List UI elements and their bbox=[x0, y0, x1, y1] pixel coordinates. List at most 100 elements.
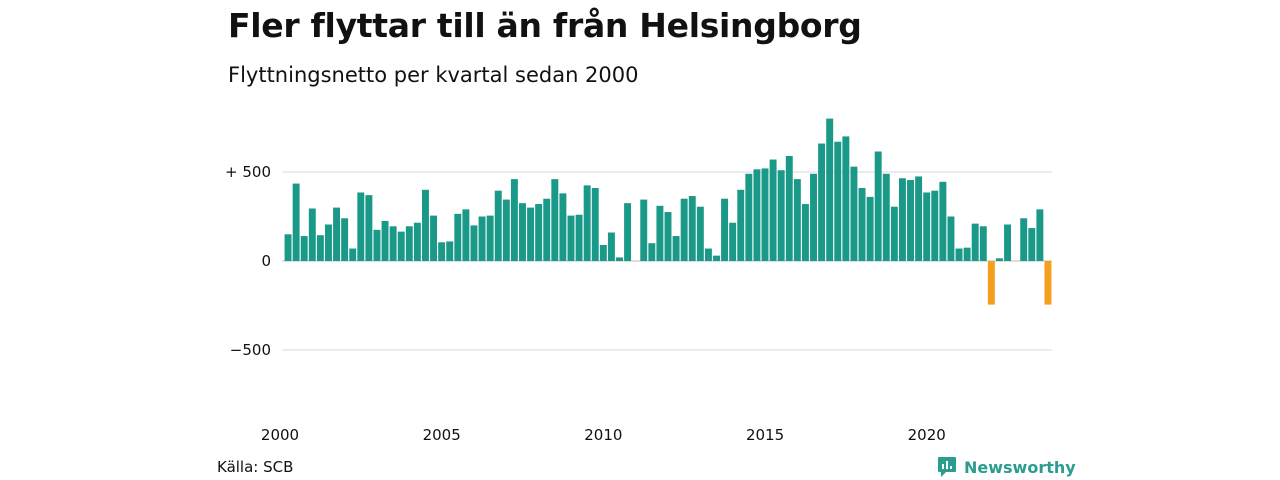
bar bbox=[397, 231, 405, 261]
bar bbox=[438, 242, 446, 261]
bar bbox=[745, 173, 753, 261]
bar bbox=[995, 258, 1003, 261]
bar bbox=[842, 136, 850, 261]
x-tick-label: 2005 bbox=[423, 426, 461, 444]
chart-title: Fler flyttar till än från Helsingborg bbox=[228, 6, 862, 45]
bar bbox=[818, 143, 826, 261]
bar bbox=[502, 199, 510, 261]
y-tick-label: 0 bbox=[261, 252, 271, 270]
bar bbox=[308, 208, 316, 261]
bar bbox=[737, 189, 745, 261]
bar bbox=[462, 209, 470, 261]
bar bbox=[1004, 224, 1012, 261]
x-tick-label: 2010 bbox=[584, 426, 622, 444]
bar bbox=[284, 234, 292, 261]
bar bbox=[793, 179, 801, 261]
bar bbox=[543, 198, 551, 261]
bar bbox=[777, 170, 785, 261]
bar bbox=[640, 199, 648, 261]
newsworthy-logo-text: Newsworthy bbox=[964, 457, 1076, 477]
bar bbox=[1028, 228, 1036, 261]
bar bbox=[931, 190, 939, 261]
bar bbox=[915, 176, 923, 261]
bar bbox=[721, 198, 729, 261]
bar bbox=[890, 206, 898, 261]
bar bbox=[785, 155, 793, 261]
bar bbox=[559, 193, 567, 261]
x-tick-label: 2020 bbox=[908, 426, 946, 444]
bar bbox=[446, 241, 454, 261]
bar bbox=[801, 204, 809, 261]
bar bbox=[963, 247, 971, 261]
bar bbox=[680, 198, 688, 261]
bar bbox=[1036, 209, 1044, 261]
bar bbox=[874, 151, 882, 261]
bar bbox=[907, 180, 914, 261]
bar bbox=[357, 192, 365, 261]
bar bbox=[381, 220, 389, 261]
y-axis-labels: + 500 0 −500 bbox=[225, 163, 271, 359]
bar bbox=[607, 232, 615, 261]
bar bbox=[494, 190, 502, 261]
bar bbox=[341, 218, 349, 261]
source-label: Källa: SCB bbox=[217, 458, 294, 476]
bar bbox=[324, 224, 332, 261]
bar bbox=[664, 212, 672, 261]
bar bbox=[858, 188, 866, 261]
bar bbox=[882, 173, 890, 261]
bar bbox=[486, 215, 494, 261]
newsworthy-logo[interactable]: Newsworthy bbox=[937, 456, 1076, 478]
bar bbox=[947, 216, 955, 261]
bar bbox=[898, 178, 906, 261]
x-tick-label: 2015 bbox=[746, 426, 784, 444]
bars bbox=[284, 118, 1052, 305]
bar bbox=[519, 203, 526, 261]
bar bbox=[413, 222, 421, 261]
bar bbox=[696, 206, 704, 261]
bar bbox=[292, 183, 300, 261]
bar bbox=[769, 159, 777, 261]
bar bbox=[333, 207, 341, 261]
y-tick-label: + 500 bbox=[225, 163, 271, 181]
bar bbox=[316, 235, 324, 261]
bar bbox=[422, 189, 429, 261]
bar bbox=[349, 248, 357, 261]
bar bbox=[567, 215, 575, 261]
bar bbox=[971, 223, 979, 261]
bar bbox=[648, 243, 656, 261]
bar bbox=[955, 248, 963, 261]
bar bbox=[1020, 218, 1028, 261]
bar bbox=[850, 166, 858, 261]
bar bbox=[826, 118, 834, 261]
bar bbox=[478, 216, 486, 261]
bar bbox=[430, 215, 438, 261]
bar bbox=[535, 204, 543, 261]
bar bbox=[753, 169, 761, 261]
x-tick-label: 2000 bbox=[261, 426, 299, 444]
bar bbox=[866, 196, 874, 261]
bar bbox=[389, 226, 397, 261]
bar-chart: + 500 0 −500 2000 2005 2010 2015 2020 bbox=[225, 118, 1052, 444]
bar bbox=[591, 188, 599, 261]
bar bbox=[300, 236, 308, 261]
bar bbox=[510, 179, 518, 261]
bar bbox=[761, 168, 769, 261]
chart-subtitle: Flyttningsnetto per kvartal sedan 2000 bbox=[228, 63, 639, 87]
bar bbox=[979, 226, 987, 261]
bar bbox=[688, 196, 696, 261]
bar bbox=[405, 226, 413, 261]
bar bbox=[729, 222, 737, 261]
bar bbox=[575, 214, 583, 261]
bar bbox=[713, 255, 720, 261]
bar bbox=[672, 236, 680, 261]
bar bbox=[616, 257, 623, 261]
bar bbox=[365, 195, 373, 261]
bar bbox=[599, 244, 607, 261]
bar bbox=[470, 225, 478, 261]
bar bbox=[923, 192, 931, 261]
bar bbox=[810, 173, 817, 261]
x-axis-labels: 2000 2005 2010 2015 2020 bbox=[261, 426, 946, 444]
y-tick-label: −500 bbox=[230, 341, 271, 359]
bar bbox=[939, 181, 947, 261]
bar bbox=[704, 248, 712, 261]
